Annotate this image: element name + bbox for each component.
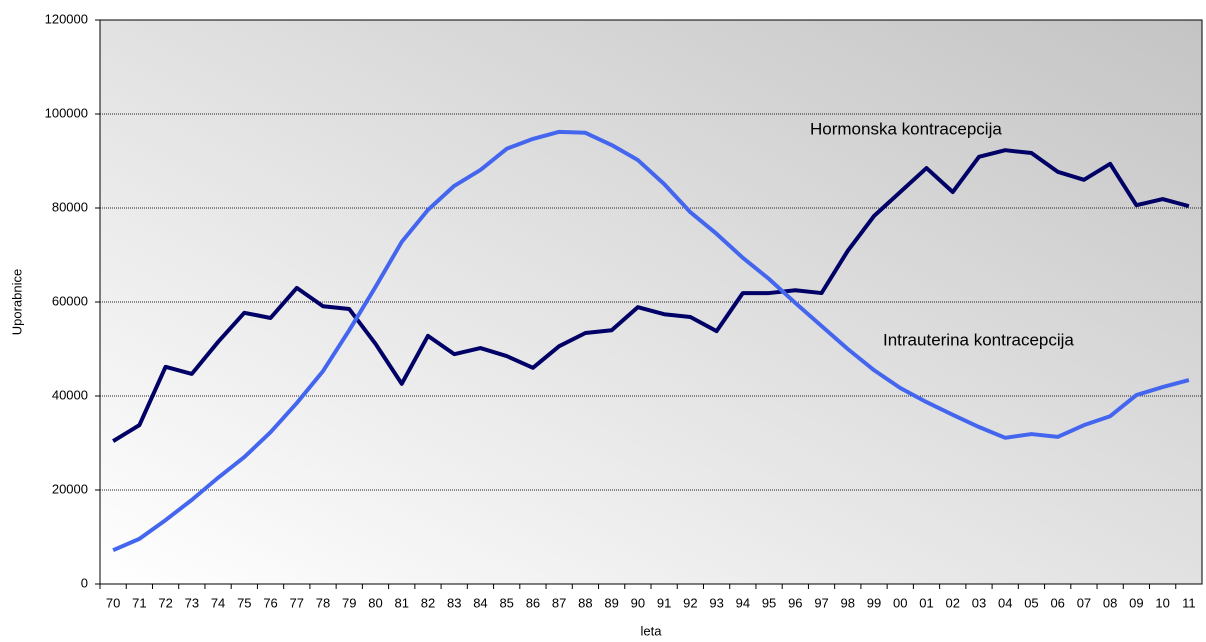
y-tick-label: 20000 bbox=[52, 481, 88, 496]
y-tick-label: 40000 bbox=[52, 387, 88, 402]
x-tick-label: 87 bbox=[552, 595, 566, 610]
y-tick-label: 0 bbox=[81, 575, 88, 590]
x-tick-label: 00 bbox=[893, 595, 907, 610]
x-tick-label: 85 bbox=[499, 595, 513, 610]
x-tick-label: 10 bbox=[1155, 595, 1169, 610]
y-tick-label: 60000 bbox=[52, 293, 88, 308]
x-tick-label: 77 bbox=[290, 595, 304, 610]
x-tick-label: 95 bbox=[762, 595, 776, 610]
line-series bbox=[112, 129, 1190, 552]
x-tick-label: 98 bbox=[841, 595, 855, 610]
x-tick-label: 70 bbox=[106, 595, 120, 610]
x-tick-label: 08 bbox=[1103, 595, 1117, 610]
x-tick-label: 01 bbox=[919, 595, 933, 610]
x-tick-label: 74 bbox=[211, 595, 225, 610]
x-tick-label: 04 bbox=[998, 595, 1012, 610]
x-tick-label: 99 bbox=[867, 595, 881, 610]
x-tick-label: 82 bbox=[421, 595, 435, 610]
x-tick-label: 88 bbox=[578, 595, 592, 610]
x-tick-label: 02 bbox=[946, 595, 960, 610]
x-tick-label: 07 bbox=[1077, 595, 1091, 610]
x-tick-label: 86 bbox=[526, 595, 540, 610]
x-tick-label: 83 bbox=[447, 595, 461, 610]
x-tick-label: 75 bbox=[237, 595, 251, 610]
series-label: Hormonska kontracepcija bbox=[810, 119, 1002, 138]
x-tick-label: 81 bbox=[395, 595, 409, 610]
x-tick-label: 94 bbox=[736, 595, 750, 610]
y-axis-label: Uporabnice bbox=[9, 269, 24, 336]
y-tick-label: 100000 bbox=[45, 105, 88, 120]
x-tick-label: 93 bbox=[709, 595, 723, 610]
y-tick-label: 80000 bbox=[52, 199, 88, 214]
x-tick-label: 71 bbox=[132, 595, 146, 610]
y-tick-label: 120000 bbox=[45, 11, 88, 26]
x-tick-label: 80 bbox=[368, 595, 382, 610]
series-label: Intrauterina kontracepcija bbox=[883, 330, 1074, 349]
x-tick-label: 06 bbox=[1050, 595, 1064, 610]
x-axis-label: leta bbox=[641, 623, 663, 638]
x-tick-label: 72 bbox=[158, 595, 172, 610]
x-tick-label: 11 bbox=[1182, 595, 1196, 610]
x-tick-label: 97 bbox=[814, 595, 828, 610]
x-tick-label: 03 bbox=[972, 595, 986, 610]
x-tick-label: 73 bbox=[185, 595, 199, 610]
x-tick-label: 05 bbox=[1024, 595, 1038, 610]
x-tick-label: 96 bbox=[788, 595, 802, 610]
x-tick-label: 79 bbox=[342, 595, 356, 610]
line-series bbox=[112, 148, 1190, 443]
x-tick-label: 76 bbox=[263, 595, 277, 610]
x-tick-label: 90 bbox=[631, 595, 645, 610]
x-tick-label: 91 bbox=[657, 595, 671, 610]
x-tick-label: 84 bbox=[473, 595, 487, 610]
x-tick-label: 09 bbox=[1129, 595, 1143, 610]
x-tick-label: 89 bbox=[604, 595, 618, 610]
x-tick-label: 78 bbox=[316, 595, 330, 610]
x-tick-label: 92 bbox=[683, 595, 697, 610]
